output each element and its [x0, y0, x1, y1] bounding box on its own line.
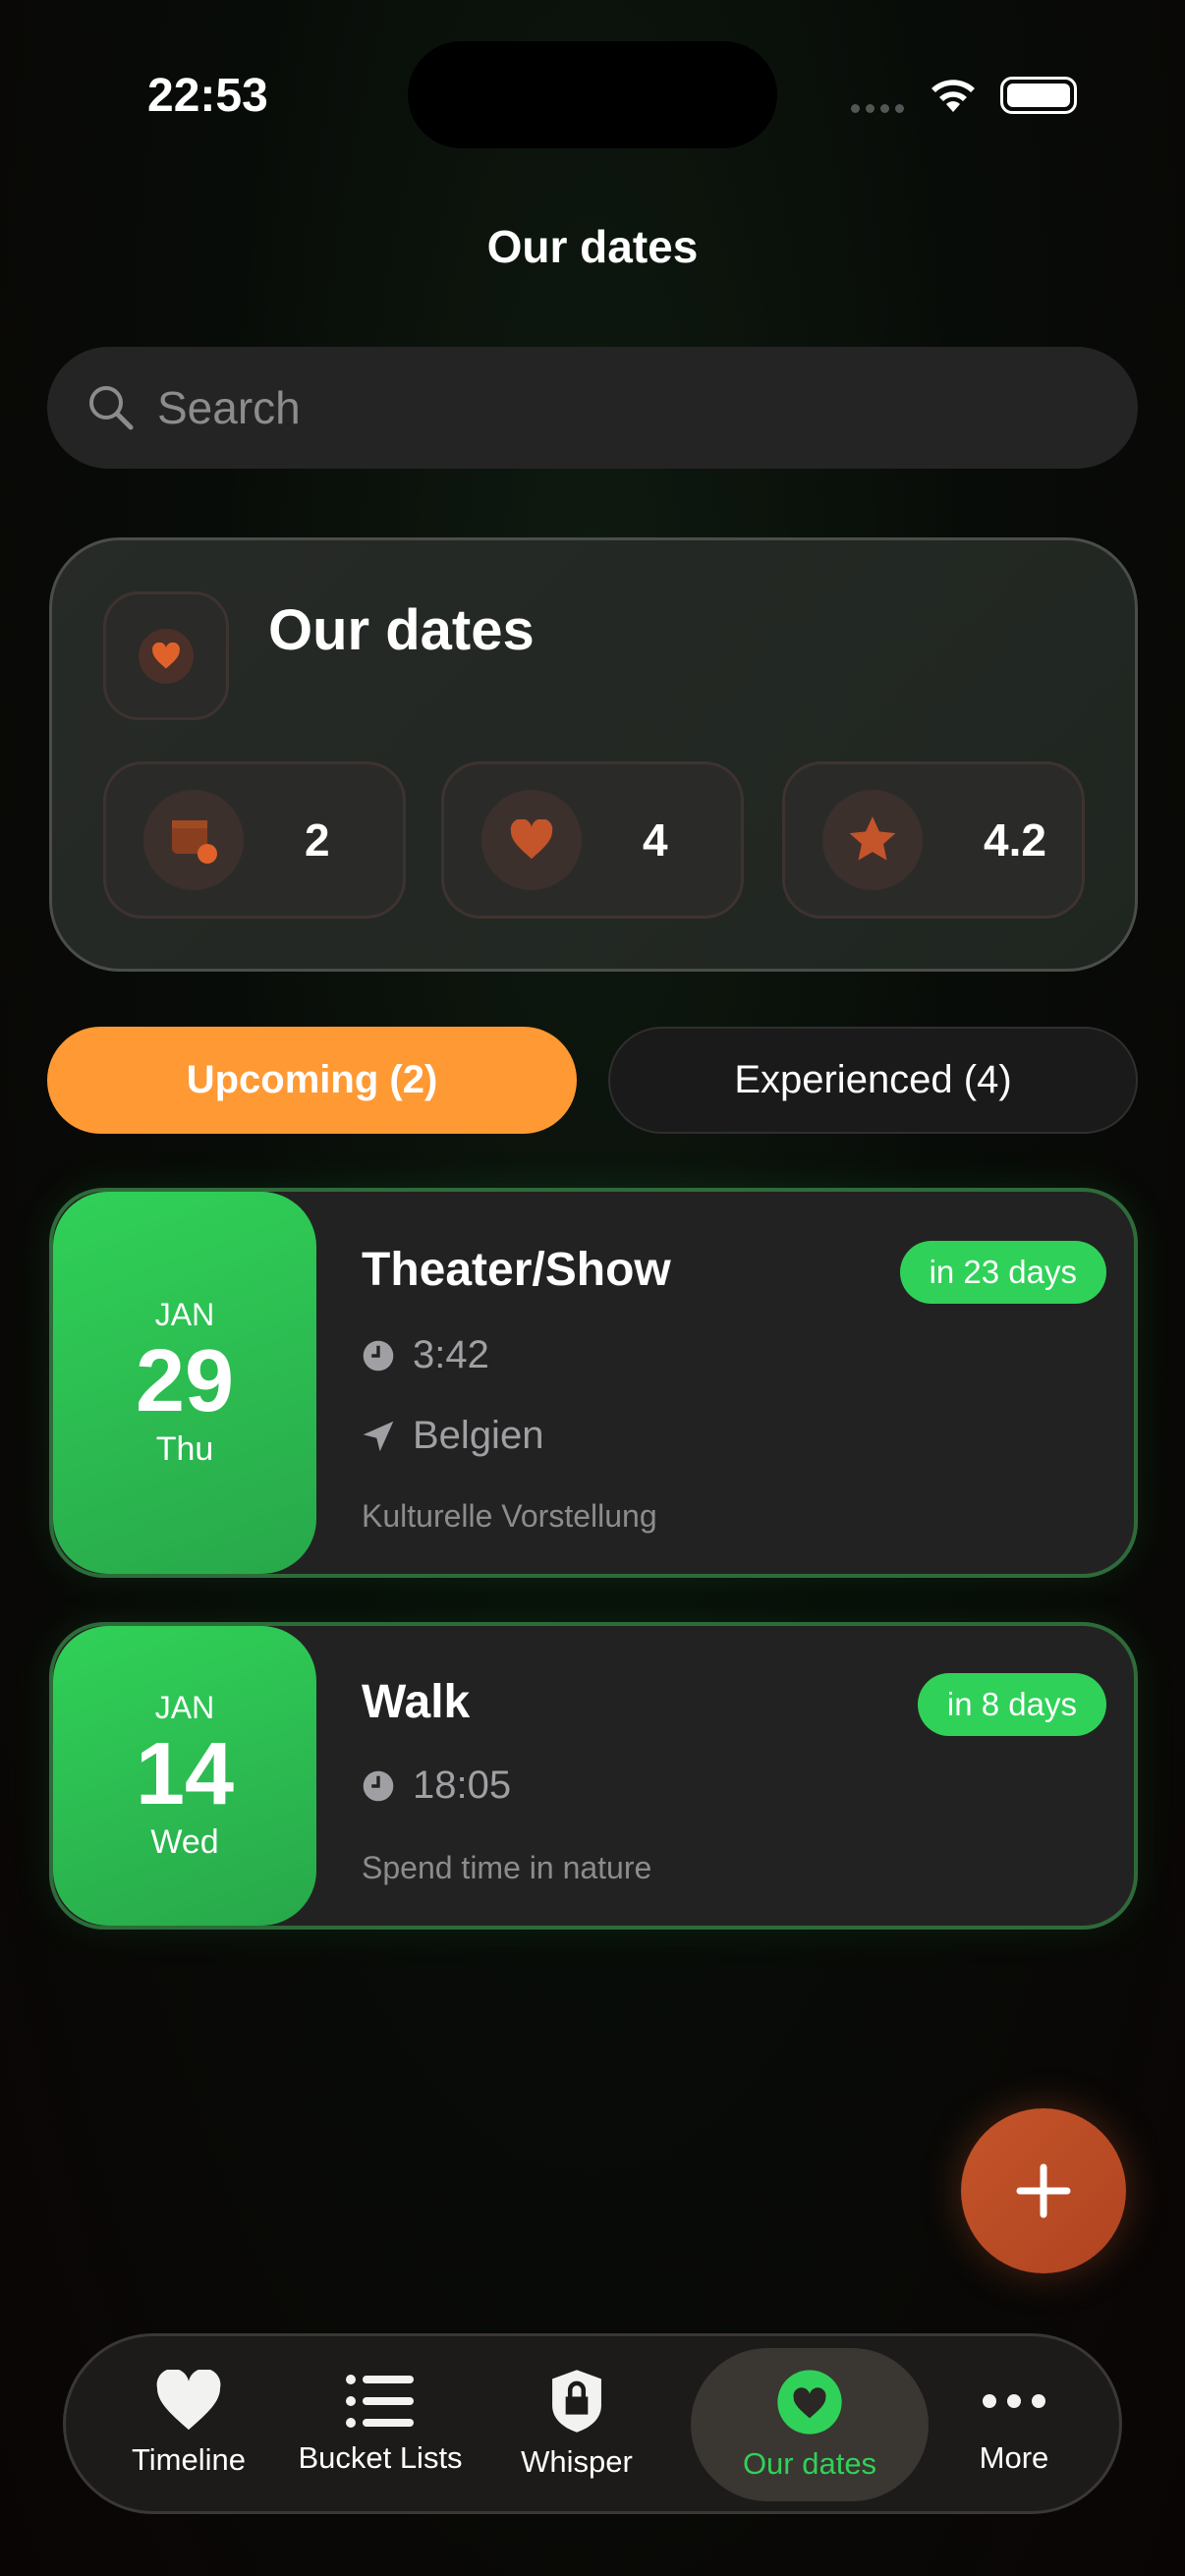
event-time: 18:05 [362, 1764, 511, 1808]
event-weekday: Wed [150, 1823, 219, 1861]
search-placeholder: Search [157, 382, 301, 433]
event-month: JAN [154, 1690, 215, 1725]
search-icon [89, 386, 134, 430]
event-day: 14 [135, 1725, 235, 1823]
event-title: Walk [362, 1676, 471, 1728]
event-time-text: 18:05 [413, 1764, 512, 1807]
event-day: 29 [135, 1332, 235, 1430]
shield-lock-icon [552, 2370, 601, 2433]
event-location-text: Belgien [413, 1414, 544, 1457]
status-time: 22:53 [147, 70, 268, 122]
tab-bucket-lists[interactable]: Bucket Lists [277, 2336, 483, 2511]
event-date: JAN 29 Thu [53, 1192, 316, 1574]
stat-value: 4.2 [984, 814, 1046, 866]
tab-experienced[interactable]: Experienced (4) [608, 1027, 1138, 1134]
event-time-text: 3:42 [413, 1333, 489, 1376]
heart-icon [152, 642, 180, 668]
heart-circle-icon [777, 2370, 842, 2435]
star-icon [849, 816, 896, 861]
tab-timeline[interactable]: Timeline [105, 2336, 272, 2511]
tab-label: Whisper [521, 2444, 633, 2479]
dynamic-island [408, 41, 777, 148]
tab-label: More [979, 2440, 1049, 2475]
stat-rating: 4.2 [782, 761, 1085, 919]
clock-icon [363, 1770, 394, 1801]
tab-upcoming[interactable]: Upcoming (2) [47, 1027, 577, 1134]
event-time: 3:42 [362, 1333, 489, 1377]
stat-value: 2 [305, 814, 330, 866]
event-month: JAN [154, 1297, 215, 1332]
summary-title: Our dates [268, 598, 535, 662]
event-description: Kulturelle Vorstellung [362, 1498, 657, 1534]
tab-label: Our dates [742, 2446, 877, 2481]
add-date-button[interactable] [961, 2108, 1126, 2273]
location-arrow-icon [363, 1421, 394, 1451]
summary-icon-box [103, 591, 229, 720]
event-card[interactable]: JAN 29 Thu Theater/Show in 23 days 3:42 … [49, 1188, 1138, 1578]
calendar-clock-icon [172, 820, 217, 864]
countdown-badge: in 8 days [917, 1673, 1106, 1736]
event-description: Spend time in nature [362, 1850, 652, 1885]
stat-value: 4 [643, 814, 668, 866]
tab-label: Bucket Lists [298, 2440, 463, 2475]
tab-bar: Timeline Bucket Lists Whisper Our dates … [63, 2333, 1122, 2514]
event-weekday: Thu [155, 1430, 214, 1468]
more-icon [983, 2394, 1045, 2408]
heart-icon [156, 2370, 221, 2431]
event-date: JAN 14 Wed [53, 1626, 316, 1926]
cellular-signal-icon [851, 104, 904, 113]
event-location: Belgien [362, 1414, 543, 1458]
countdown-badge: in 23 days [899, 1241, 1106, 1304]
page-title: Our dates [486, 221, 699, 272]
tab-whisper[interactable]: Whisper [488, 2336, 665, 2511]
summary-card: Our dates 2 4 4.2 [49, 537, 1138, 972]
wifi-icon [931, 80, 975, 112]
search-input[interactable]: Search [47, 347, 1138, 469]
tab-our-dates[interactable]: Our dates [691, 2348, 929, 2501]
event-card[interactable]: JAN 14 Wed Walk in 8 days 18:05 Spend ti… [49, 1622, 1138, 1930]
tab-label: Timeline [132, 2442, 246, 2477]
plus-icon [1016, 2163, 1071, 2218]
heart-icon [510, 819, 553, 860]
tab-more[interactable]: More [940, 2336, 1088, 2511]
clock-icon [363, 1340, 394, 1371]
event-title: Theater/Show [362, 1244, 671, 1296]
stat-favorites: 4 [441, 761, 744, 919]
battery-icon [1000, 77, 1077, 114]
stat-planned: 2 [103, 761, 406, 919]
list-icon [346, 2375, 414, 2428]
